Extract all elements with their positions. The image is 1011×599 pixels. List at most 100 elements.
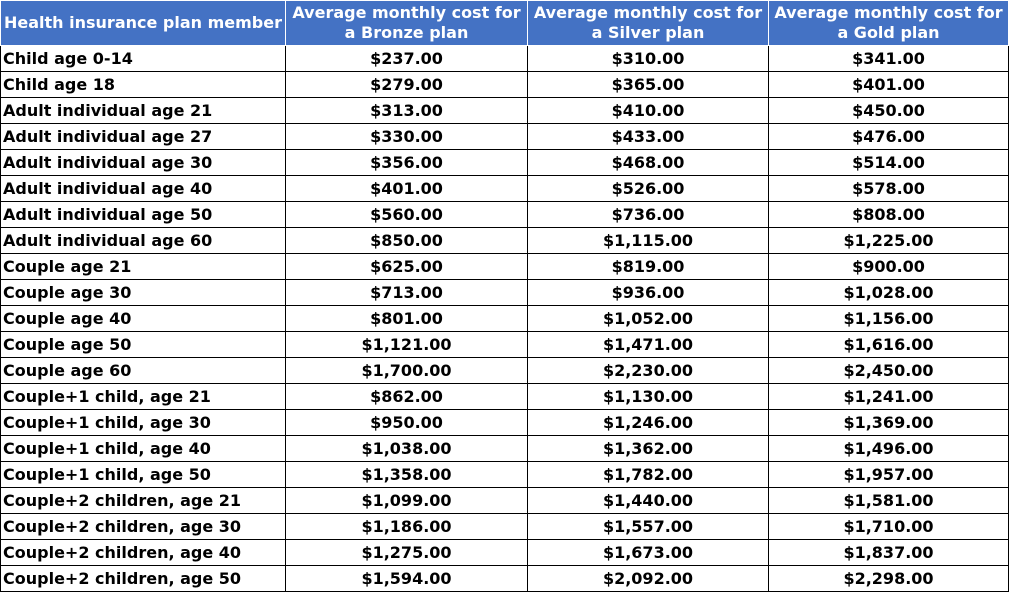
row-member-cell: Couple+1 child, age 40 (0, 435, 286, 462)
gold-cost-cell: $1,837.00 (768, 539, 1009, 566)
table-row: Couple+2 children, age 21 $1,099.00 $1,440… (0, 487, 1009, 514)
row-member-cell: Child age 0-14 (0, 45, 286, 72)
gold-cost-cell: $1,616.00 (768, 331, 1009, 358)
row-member-cell: Couple+1 child, age 21 (0, 383, 286, 410)
silver-cost-cell: $1,362.00 (527, 435, 769, 462)
row-member-cell: Couple age 50 (0, 331, 286, 358)
table-row: Couple+2 children, age 40 $1,275.00 $1,673… (0, 539, 1009, 566)
gold-cost-cell: $1,225.00 (768, 227, 1009, 254)
table-row: Couple+1 child, age 40 $1,038.00 $1,362.00… (0, 435, 1009, 462)
gold-cost-cell: $1,581.00 (768, 487, 1009, 514)
bronze-cost-cell: $560.00 (285, 201, 528, 228)
row-member-cell: Couple+1 child, age 30 (0, 409, 286, 436)
silver-cost-cell: $936.00 (527, 279, 769, 306)
gold-cost-cell: $2,450.00 (768, 357, 1009, 384)
gold-cost-cell: $808.00 (768, 201, 1009, 228)
bronze-cost-cell: $401.00 (285, 175, 528, 202)
row-member-cell: Couple+2 children, age 30 (0, 513, 286, 540)
silver-cost-cell: $1,052.00 (527, 305, 769, 332)
row-member-cell: Child age 18 (0, 71, 286, 98)
silver-cost-cell: $310.00 (527, 45, 769, 72)
silver-cost-cell: $1,130.00 (527, 383, 769, 410)
silver-cost-cell: $2,092.00 (527, 565, 769, 592)
table-row: Adult individual age 21 $313.00 $410.00 $45… (0, 97, 1009, 124)
gold-cost-cell: $476.00 (768, 123, 1009, 150)
bronze-cost-cell: $862.00 (285, 383, 528, 410)
gold-cost-cell: $1,369.00 (768, 409, 1009, 436)
table-row: Couple+1 child, age 50 $1,358.00 $1,782.00… (0, 461, 1009, 488)
table-row: Couple+2 children, age 30 $1,186.00 $1,557… (0, 513, 1009, 540)
table-row: Adult individual age 50 $560.00 $736.00 $80… (0, 201, 1009, 228)
table-row: Couple age 60 $1,700.00 $2,230.00 $2,450.00 (0, 357, 1009, 384)
silver-cost-cell: $1,557.00 (527, 513, 769, 540)
silver-cost-cell: $1,471.00 (527, 331, 769, 358)
gold-cost-cell: $1,710.00 (768, 513, 1009, 540)
silver-cost-cell: $433.00 (527, 123, 769, 150)
gold-cost-cell: $1,028.00 (768, 279, 1009, 306)
row-member-cell: Couple age 30 (0, 279, 286, 306)
bronze-cost-cell: $237.00 (285, 45, 528, 72)
bronze-cost-cell: $356.00 (285, 149, 528, 176)
silver-cost-cell: $736.00 (527, 201, 769, 228)
silver-cost-cell: $1,440.00 (527, 487, 769, 514)
header-gold: Average monthly cost for a Gold plan (768, 0, 1009, 46)
silver-cost-cell: $1,246.00 (527, 409, 769, 436)
bronze-cost-cell: $625.00 (285, 253, 528, 280)
gold-cost-cell: $514.00 (768, 149, 1009, 176)
bronze-cost-cell: $713.00 (285, 279, 528, 306)
table-row: Couple+1 child, age 30 $950.00 $1,246.00 $1… (0, 409, 1009, 436)
row-member-cell: Adult individual age 21 (0, 97, 286, 124)
header-row: Health insurance plan member Average mon… (0, 0, 1009, 46)
gold-cost-cell: $2,298.00 (768, 565, 1009, 592)
gold-cost-cell: $450.00 (768, 97, 1009, 124)
table-body: Child age 0-14 $237.00 $310.00 $341.00 Child… (0, 45, 1009, 592)
row-member-cell: Adult individual age 60 (0, 227, 286, 254)
table-row: Adult individual age 60 $850.00 $1,115.00 $… (0, 227, 1009, 254)
bronze-cost-cell: $1,700.00 (285, 357, 528, 384)
table-row: Adult individual age 27 $330.00 $433.00 $47… (0, 123, 1009, 150)
table-row: Couple age 21 $625.00 $819.00 $900.00 (0, 253, 1009, 280)
bronze-cost-cell: $1,275.00 (285, 539, 528, 566)
header-member: Health insurance plan member (0, 0, 286, 46)
table-row: Couple+2 children, age 50 $1,594.00 $2,092… (0, 565, 1009, 592)
row-member-cell: Adult individual age 40 (0, 175, 286, 202)
bronze-cost-cell: $1,358.00 (285, 461, 528, 488)
table-row: Couple age 40 $801.00 $1,052.00 $1,156.00 (0, 305, 1009, 332)
header-silver: Average monthly cost for a Silver plan (527, 0, 769, 46)
silver-cost-cell: $365.00 (527, 71, 769, 98)
header-bronze: Average monthly cost for a Bronze plan (285, 0, 528, 46)
row-member-cell: Adult individual age 30 (0, 149, 286, 176)
table-row: Couple age 50 $1,121.00 $1,471.00 $1,616.00 (0, 331, 1009, 358)
row-member-cell: Adult individual age 50 (0, 201, 286, 228)
table-row: Adult individual age 40 $401.00 $526.00 $57… (0, 175, 1009, 202)
bronze-cost-cell: $279.00 (285, 71, 528, 98)
row-member-cell: Adult individual age 27 (0, 123, 286, 150)
table-row: Adult individual age 30 $356.00 $468.00 $51… (0, 149, 1009, 176)
silver-cost-cell: $2,230.00 (527, 357, 769, 384)
row-member-cell: Couple age 60 (0, 357, 286, 384)
silver-cost-cell: $410.00 (527, 97, 769, 124)
silver-cost-cell: $468.00 (527, 149, 769, 176)
gold-cost-cell: $900.00 (768, 253, 1009, 280)
table-row: Child age 18 $279.00 $365.00 $401.00 (0, 71, 1009, 98)
silver-cost-cell: $819.00 (527, 253, 769, 280)
bronze-cost-cell: $1,594.00 (285, 565, 528, 592)
gold-cost-cell: $578.00 (768, 175, 1009, 202)
gold-cost-cell: $1,957.00 (768, 461, 1009, 488)
table-row: Couple age 30 $713.00 $936.00 $1,028.00 (0, 279, 1009, 306)
bronze-cost-cell: $850.00 (285, 227, 528, 254)
bronze-cost-cell: $1,038.00 (285, 435, 528, 462)
bronze-cost-cell: $801.00 (285, 305, 528, 332)
row-member-cell: Couple+1 child, age 50 (0, 461, 286, 488)
row-member-cell: Couple+2 children, age 40 (0, 539, 286, 566)
gold-cost-cell: $341.00 (768, 45, 1009, 72)
gold-cost-cell: $1,156.00 (768, 305, 1009, 332)
table-row: Couple+1 child, age 21 $862.00 $1,130.00 $1… (0, 383, 1009, 410)
bronze-cost-cell: $330.00 (285, 123, 528, 150)
row-member-cell: Couple+2 children, age 50 (0, 565, 286, 592)
silver-cost-cell: $1,782.00 (527, 461, 769, 488)
bronze-cost-cell: $313.00 (285, 97, 528, 124)
bronze-cost-cell: $950.00 (285, 409, 528, 436)
table-row: Child age 0-14 $237.00 $310.00 $341.00 (0, 45, 1009, 72)
